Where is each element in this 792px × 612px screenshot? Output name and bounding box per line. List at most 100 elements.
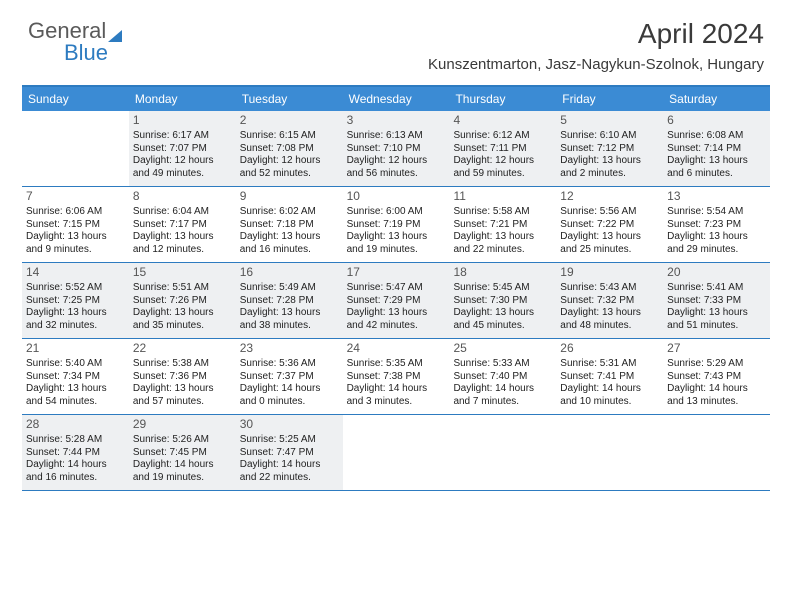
- calendar-cell: [556, 415, 663, 490]
- calendar-cell: 10Sunrise: 6:00 AMSunset: 7:19 PMDayligh…: [343, 187, 450, 262]
- cell-line: Sunset: 7:37 PM: [240, 371, 339, 384]
- cell-line: Sunset: 7:25 PM: [26, 295, 125, 308]
- cell-line: Daylight: 14 hours and 19 minutes.: [133, 459, 232, 484]
- calendar-cell: 16Sunrise: 5:49 AMSunset: 7:28 PMDayligh…: [236, 263, 343, 338]
- cell-line: Sunrise: 6:15 AM: [240, 130, 339, 143]
- day-number: 14: [26, 265, 125, 280]
- cell-line: Sunset: 7:11 PM: [453, 143, 552, 156]
- cell-line: Sunset: 7:19 PM: [347, 219, 446, 232]
- calendar-cell: [449, 415, 556, 490]
- day-header-thursday: Thursday: [449, 87, 556, 111]
- header-right: April 2024 Kunszentmarton, Jasz-Nagykun-…: [428, 18, 764, 73]
- cell-line: Sunrise: 5:52 AM: [26, 282, 125, 295]
- cell-line: Daylight: 13 hours and 25 minutes.: [560, 231, 659, 256]
- day-number: 18: [453, 265, 552, 280]
- cell-line: Sunrise: 6:08 AM: [667, 130, 766, 143]
- calendar-cell: 19 Sunrise: 5:43 AMSunset: 7:32 PMDayligh…: [556, 263, 663, 338]
- day-number: 20: [667, 265, 766, 280]
- day-number: 13: [667, 189, 766, 204]
- logo-text-blue: Blue: [64, 40, 122, 66]
- calendar-cell: 7Sunrise: 6:06 AMSunset: 7:15 PMDaylight…: [22, 187, 129, 262]
- calendar-cell: 3Sunrise: 6:13 AMSunset: 7:10 PMDaylight…: [343, 111, 450, 186]
- day-number: 9: [240, 189, 339, 204]
- cell-line: Sunset: 7:26 PM: [133, 295, 232, 308]
- day-number: 10: [347, 189, 446, 204]
- location-text: Kunszentmarton, Jasz-Nagykun-Szolnok, Hu…: [428, 56, 764, 73]
- day-number: 16: [240, 265, 339, 280]
- calendar-cell: 22Sunrise: 5:38 AMSunset: 7:36 PMDayligh…: [129, 339, 236, 414]
- day-number: 28: [26, 417, 125, 432]
- cell-line: Sunrise: 5:35 AM: [347, 358, 446, 371]
- cell-line: Sunrise: 5:45 AM: [453, 282, 552, 295]
- cell-line: Sunset: 7:21 PM: [453, 219, 552, 232]
- cell-line: Sunrise: 5:43 AM: [560, 282, 659, 295]
- calendar-cell: 18 Sunrise: 5:45 AMSunset: 7:30 PMDayligh…: [449, 263, 556, 338]
- cell-line: Daylight: 13 hours and 9 minutes.: [26, 231, 125, 256]
- week-row: 21Sunrise: 5:40 AMSunset: 7:34 PMDayligh…: [22, 339, 770, 415]
- cell-line: Sunset: 7:14 PM: [667, 143, 766, 156]
- cell-line: Sunrise: 6:12 AM: [453, 130, 552, 143]
- cell-line: Daylight: 13 hours and 45 minutes.: [453, 307, 552, 332]
- calendar-cell: 5Sunrise: 6:10 AMSunset: 7:12 PMDaylight…: [556, 111, 663, 186]
- day-number: 8: [133, 189, 232, 204]
- cell-line: Sunrise: 5:56 AM: [560, 206, 659, 219]
- calendar-cell: 26Sunrise: 5:31 AMSunset: 7:41 PMDayligh…: [556, 339, 663, 414]
- cell-line: Daylight: 13 hours and 29 minutes.: [667, 231, 766, 256]
- cell-line: Sunrise: 5:49 AM: [240, 282, 339, 295]
- cell-line: Sunrise: 5:58 AM: [453, 206, 552, 219]
- cell-line: Daylight: 13 hours and 16 minutes.: [240, 231, 339, 256]
- day-number: 12: [560, 189, 659, 204]
- cell-line: Sunrise: 5:36 AM: [240, 358, 339, 371]
- logo-triangle-icon: [108, 30, 122, 42]
- day-header-tuesday: Tuesday: [236, 87, 343, 111]
- cell-line: Sunset: 7:45 PM: [133, 447, 232, 460]
- calendar-cell: 15Sunrise: 5:51 AMSunset: 7:26 PMDayligh…: [129, 263, 236, 338]
- day-number: 1: [133, 113, 232, 128]
- calendar-cell: 17Sunrise: 5:47 AMSunset: 7:29 PMDayligh…: [343, 263, 450, 338]
- cell-line: Daylight: 13 hours and 48 minutes.: [560, 307, 659, 332]
- cell-line: Daylight: 14 hours and 10 minutes.: [560, 383, 659, 408]
- day-number: 11: [453, 189, 552, 204]
- calendar-cell: 14Sunrise: 5:52 AMSunset: 7:25 PMDayligh…: [22, 263, 129, 338]
- cell-line: Sunrise: 6:13 AM: [347, 130, 446, 143]
- cell-line: Sunrise: 5:47 AM: [347, 282, 446, 295]
- cell-line: Sunset: 7:32 PM: [560, 295, 659, 308]
- cell-line: Daylight: 13 hours and 54 minutes.: [26, 383, 125, 408]
- day-number: 23: [240, 341, 339, 356]
- cell-line: Sunset: 7:30 PM: [453, 295, 552, 308]
- day-number: 4: [453, 113, 552, 128]
- calendar-cell: 28Sunrise: 5:28 AMSunset: 7:44 PMDayligh…: [22, 415, 129, 490]
- calendar-cell: 25 Sunrise: 5:33 AMSunset: 7:40 PMDayligh…: [449, 339, 556, 414]
- cell-line: Daylight: 14 hours and 13 minutes.: [667, 383, 766, 408]
- cell-line: Daylight: 12 hours and 52 minutes.: [240, 155, 339, 180]
- cell-line: Sunrise: 6:00 AM: [347, 206, 446, 219]
- cell-line: Sunset: 7:10 PM: [347, 143, 446, 156]
- cell-line: Sunrise: 5:33 AM: [453, 358, 552, 371]
- day-number: 19: [560, 265, 659, 280]
- day-number: 24: [347, 341, 446, 356]
- day-number: 26: [560, 341, 659, 356]
- logo: General Blue: [28, 18, 122, 66]
- cell-line: Sunset: 7:36 PM: [133, 371, 232, 384]
- cell-line: Daylight: 14 hours and 16 minutes.: [26, 459, 125, 484]
- cell-line: Daylight: 14 hours and 3 minutes.: [347, 383, 446, 408]
- day-header-friday: Friday: [556, 87, 663, 111]
- day-number: 2: [240, 113, 339, 128]
- cell-line: Sunset: 7:22 PM: [560, 219, 659, 232]
- week-row: 7Sunrise: 6:06 AMSunset: 7:15 PMDaylight…: [22, 187, 770, 263]
- week-row: 28Sunrise: 5:28 AMSunset: 7:44 PMDayligh…: [22, 415, 770, 491]
- day-header-sunday: Sunday: [22, 87, 129, 111]
- day-number: 5: [560, 113, 659, 128]
- day-number: 30: [240, 417, 339, 432]
- cell-line: Sunset: 7:40 PM: [453, 371, 552, 384]
- calendar-cell: 20Sunrise: 5:41 AMSunset: 7:33 PMDayligh…: [663, 263, 770, 338]
- day-number: 22: [133, 341, 232, 356]
- cell-line: Sunrise: 6:04 AM: [133, 206, 232, 219]
- cell-line: Daylight: 14 hours and 7 minutes.: [453, 383, 552, 408]
- cell-line: Sunrise: 5:41 AM: [667, 282, 766, 295]
- cell-line: Sunset: 7:18 PM: [240, 219, 339, 232]
- cell-line: Sunset: 7:17 PM: [133, 219, 232, 232]
- day-number: 25: [453, 341, 552, 356]
- cell-line: Sunrise: 5:31 AM: [560, 358, 659, 371]
- calendar: SundayMondayTuesdayWednesdayThursdayFrid…: [22, 85, 770, 491]
